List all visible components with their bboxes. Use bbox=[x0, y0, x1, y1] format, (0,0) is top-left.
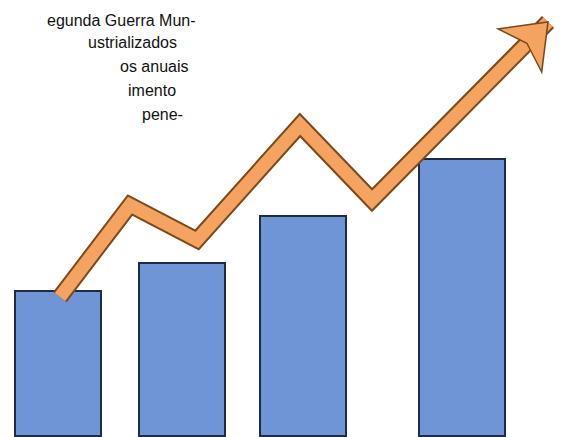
svg-text:egunda Guerra Mun-: egunda Guerra Mun- bbox=[47, 12, 196, 29]
svg-text:pene-: pene- bbox=[142, 106, 183, 123]
svg-text:ustrializados: ustrializados bbox=[88, 34, 177, 51]
svg-text:imento: imento bbox=[128, 82, 176, 99]
svg-text:os anuais: os anuais bbox=[120, 58, 189, 75]
